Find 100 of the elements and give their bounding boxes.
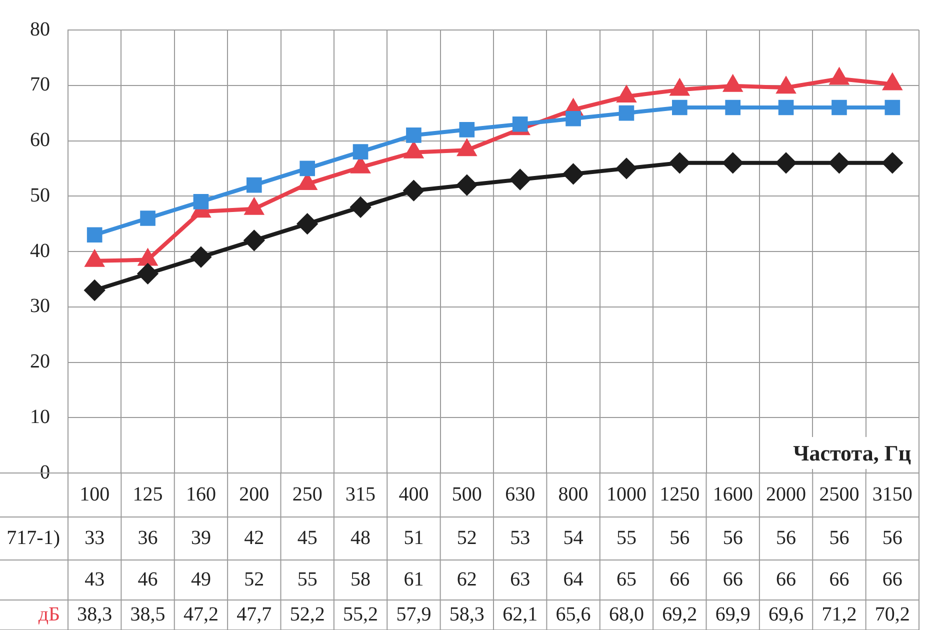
x-tick-label: 500 (452, 483, 482, 506)
x-tick-label: 125 (132, 483, 163, 506)
x-tick-label: 1000 (606, 483, 646, 506)
data-label: 42 (244, 526, 264, 549)
point (672, 100, 688, 116)
data-label: 38,3 (77, 603, 112, 626)
data-label: 52 (456, 526, 477, 549)
x-tick-label: 400 (398, 483, 429, 506)
y-tick-label: 30 (30, 295, 50, 318)
point (563, 164, 584, 184)
data-label: 62 (456, 568, 477, 590)
y-tick-label: 10 (30, 406, 50, 428)
y-tick-label: 50 (30, 184, 50, 206)
x-tick-label: 3150 (872, 483, 912, 506)
data-label: 66 (882, 568, 902, 590)
data-label: 69,9 (715, 603, 750, 626)
x-tick-label: 200 (239, 483, 270, 506)
data-label: 49 (190, 568, 211, 590)
point (670, 152, 690, 173)
data-label: 69,6 (768, 603, 804, 626)
data-label: 66 (776, 568, 796, 590)
data-label: 56 (776, 526, 796, 549)
point (138, 264, 158, 284)
y-tick-label: 80 (30, 18, 50, 40)
point (352, 144, 368, 160)
point (618, 105, 634, 121)
data-label: 56 (829, 526, 850, 549)
data-label: 70,2 (874, 603, 910, 626)
point (459, 122, 475, 138)
point (297, 214, 318, 234)
x-axis-title: Частота, Гц (793, 440, 912, 466)
data-label: 66 (670, 568, 690, 590)
x-tick-label: 1600 (712, 483, 753, 506)
data-label: 51 (404, 526, 424, 549)
data-label: 47,7 (236, 603, 272, 626)
point (406, 128, 422, 143)
point (722, 152, 743, 173)
data-label: 56 (670, 526, 690, 549)
point (510, 170, 530, 190)
point (246, 177, 262, 193)
x-tick-label: 800 (558, 483, 588, 506)
point (725, 100, 740, 116)
point (566, 110, 581, 126)
data-label: 36 (138, 526, 158, 549)
data-label: 43 (84, 568, 105, 590)
point (829, 152, 850, 173)
point (776, 152, 796, 173)
y-tick-label: 60 (30, 129, 50, 151)
data-label: 66 (829, 568, 850, 590)
x-tick-label: 630 (505, 483, 536, 506)
data-label: 39 (190, 526, 211, 549)
data-label: 62,1 (502, 603, 538, 626)
x-tick-label: 160 (186, 483, 216, 506)
data-label: 47,2 (183, 603, 218, 626)
point (778, 100, 794, 116)
data-label: 65,6 (556, 603, 591, 626)
x-tick-label: 315 (346, 483, 376, 506)
data-label: 55 (297, 568, 318, 590)
point (616, 158, 636, 178)
data-label: 53 (510, 526, 530, 549)
point (193, 194, 209, 210)
x-tick-label: 2500 (819, 483, 860, 506)
x-tick-label: 2000 (766, 483, 806, 506)
data-label: 64 (563, 568, 584, 590)
point (882, 152, 902, 173)
data-label: 33 (84, 526, 105, 549)
data-label: 55,2 (343, 603, 378, 626)
data-label: 56 (882, 526, 902, 549)
data-label: 69,2 (662, 603, 698, 626)
data-label: 48 (350, 526, 371, 549)
data-label: 57,9 (396, 603, 432, 626)
data-label: 52,2 (290, 603, 325, 626)
point (140, 210, 156, 226)
point (884, 100, 900, 116)
text: дБ (38, 603, 60, 626)
data-label: 58 (350, 568, 371, 590)
x-tick-label: 1250 (660, 483, 700, 506)
point (84, 280, 105, 300)
data-label: 52 (244, 568, 264, 590)
point (350, 197, 371, 218)
data-label: 68,0 (608, 603, 644, 626)
data-label: 54 (563, 526, 584, 549)
point (244, 230, 264, 250)
data-label: 38,5 (130, 603, 166, 626)
data-label: 45 (297, 526, 318, 549)
data-label: 66 (722, 568, 743, 590)
point (404, 180, 424, 201)
point (300, 160, 315, 176)
y-tick-label: 40 (30, 240, 50, 262)
point (190, 247, 211, 268)
point (456, 175, 477, 196)
point (86, 227, 102, 243)
data-label: 55 (616, 526, 636, 549)
data-label: 58,3 (449, 603, 484, 626)
data-label: 65 (616, 568, 636, 590)
y-tick-label: 70 (30, 74, 50, 96)
x-tick-label: 250 (292, 483, 322, 506)
y-tick-label: 20 (30, 350, 50, 372)
data-label: 63 (510, 568, 530, 590)
text: 717-1) (6, 526, 60, 549)
